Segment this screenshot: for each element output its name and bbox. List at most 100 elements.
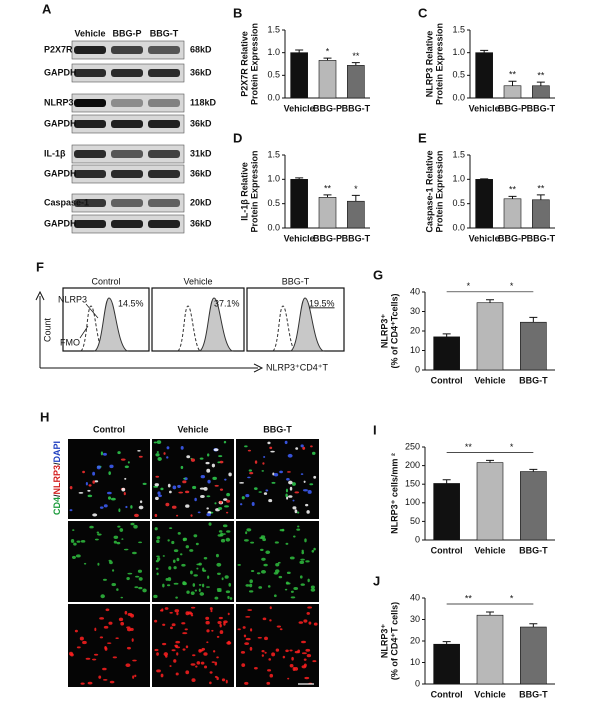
cell bbox=[303, 663, 307, 668]
cell bbox=[301, 652, 307, 655]
x-tick-label: BBG-T bbox=[519, 375, 548, 385]
cell bbox=[263, 492, 268, 495]
blot-size: 36kD bbox=[190, 67, 212, 77]
cell bbox=[211, 463, 215, 468]
cell bbox=[273, 572, 279, 575]
cell bbox=[199, 487, 205, 490]
cell bbox=[209, 607, 213, 611]
cell bbox=[282, 655, 286, 659]
cell bbox=[206, 507, 209, 510]
cell bbox=[217, 572, 221, 575]
cell bbox=[296, 528, 301, 531]
cell bbox=[300, 583, 305, 586]
nlrp3-curve bbox=[93, 297, 129, 352]
cell bbox=[219, 623, 222, 628]
y-tick-label: 10 bbox=[410, 657, 420, 667]
cell bbox=[257, 636, 262, 639]
cell bbox=[250, 541, 255, 544]
y-tick-label: 0.5 bbox=[267, 198, 280, 208]
cell bbox=[175, 640, 181, 644]
cell bbox=[214, 596, 219, 600]
cell bbox=[166, 584, 171, 587]
cell bbox=[224, 478, 227, 481]
y-tick-label: 1.0 bbox=[452, 174, 465, 184]
cell bbox=[69, 509, 73, 512]
cell bbox=[102, 667, 107, 671]
x-tick-label: BBG-T bbox=[342, 233, 371, 243]
cell bbox=[213, 448, 219, 452]
bar bbox=[318, 60, 337, 99]
cell bbox=[123, 548, 129, 551]
cell bbox=[207, 479, 211, 484]
cell bbox=[189, 612, 193, 615]
x-tick-label: Vchicle bbox=[474, 689, 506, 699]
cell bbox=[93, 653, 99, 656]
cell bbox=[82, 470, 86, 474]
cell bbox=[170, 626, 173, 630]
cell bbox=[156, 539, 160, 544]
cell bbox=[82, 640, 87, 645]
cell bbox=[309, 483, 314, 486]
x-tick-label: BBG-P bbox=[313, 103, 342, 113]
cell bbox=[268, 498, 273, 503]
cell bbox=[264, 651, 267, 654]
flow-percent: 14.5% bbox=[118, 298, 144, 308]
cell bbox=[219, 488, 224, 491]
cell bbox=[118, 508, 121, 513]
cell bbox=[76, 540, 81, 543]
cell bbox=[142, 588, 147, 593]
cell bbox=[302, 446, 306, 450]
y-tick-label: 0 bbox=[415, 534, 420, 544]
cell bbox=[271, 481, 276, 484]
y-axis-label: NLRP3⁺ bbox=[379, 624, 389, 659]
cell bbox=[109, 561, 113, 565]
cell bbox=[307, 578, 310, 583]
cell bbox=[202, 567, 205, 572]
panel-letter: I bbox=[373, 422, 377, 437]
cell bbox=[137, 449, 141, 452]
bar bbox=[532, 199, 550, 229]
error-bar bbox=[486, 611, 494, 616]
cell bbox=[290, 590, 294, 593]
y-axis-label: IL-1β Relative bbox=[239, 162, 249, 221]
cell bbox=[250, 628, 253, 632]
cell bbox=[171, 505, 177, 509]
cell bbox=[164, 607, 169, 610]
cell bbox=[256, 572, 261, 575]
cell bbox=[190, 514, 193, 517]
cell bbox=[169, 611, 173, 614]
bar bbox=[347, 200, 365, 229]
cell bbox=[206, 468, 211, 473]
y-tick-label: 0.0 bbox=[452, 92, 465, 102]
cell bbox=[287, 453, 293, 458]
cell bbox=[261, 654, 264, 657]
cell bbox=[226, 499, 231, 503]
curve-label: NLRP3 bbox=[58, 294, 87, 304]
bar bbox=[476, 462, 504, 541]
cell bbox=[303, 658, 307, 661]
label-part: NLRP3 bbox=[52, 465, 62, 495]
cell bbox=[263, 455, 266, 458]
cell bbox=[203, 557, 208, 560]
flow-group: Control bbox=[91, 276, 120, 286]
y-tick-label: 200 bbox=[405, 460, 420, 470]
cell bbox=[258, 586, 263, 589]
cell bbox=[223, 498, 228, 501]
x-tick-label: Vehicle bbox=[469, 103, 500, 113]
cell bbox=[225, 590, 231, 594]
cell bbox=[197, 511, 201, 514]
flow-percent: 19.5% bbox=[309, 298, 335, 308]
cell bbox=[185, 645, 189, 649]
cell bbox=[249, 472, 254, 475]
cell bbox=[305, 648, 311, 652]
x-tick-label: BBG-P bbox=[498, 103, 527, 113]
cell bbox=[169, 527, 173, 530]
cell bbox=[138, 586, 143, 590]
cell bbox=[107, 642, 112, 644]
cell bbox=[261, 649, 265, 653]
cell bbox=[157, 491, 161, 495]
cell bbox=[299, 560, 305, 564]
cell bbox=[85, 482, 88, 486]
blot-band bbox=[74, 199, 106, 207]
y-tick-label: 0.5 bbox=[452, 198, 465, 208]
